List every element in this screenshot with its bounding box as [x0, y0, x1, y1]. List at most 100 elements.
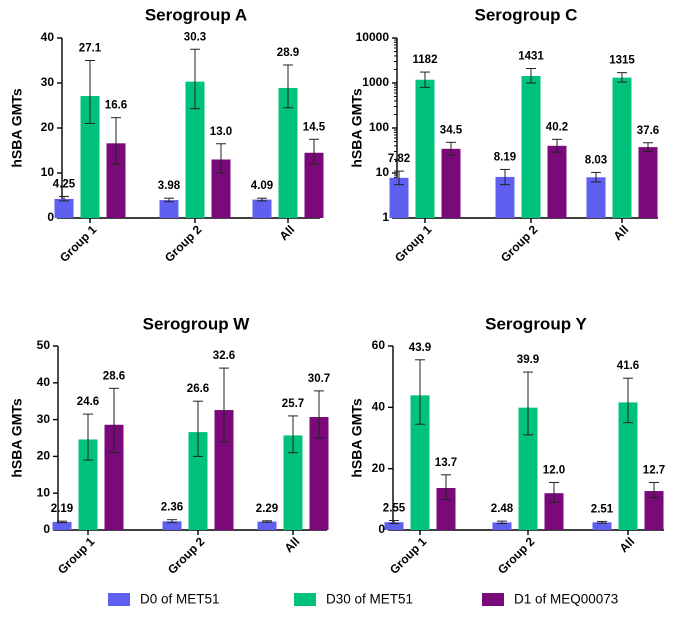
bar-d1-1	[214, 410, 234, 530]
bar-d0-2	[586, 177, 606, 218]
bar-d1-0	[104, 424, 124, 530]
data-label: 12.7	[643, 464, 665, 476]
bar-d0-1	[492, 522, 512, 530]
data-label: 1315	[609, 55, 635, 67]
bar-d1-2	[304, 152, 324, 218]
legend-swatch-d1	[482, 593, 504, 606]
bar-d30-0	[410, 395, 430, 530]
data-label: 39.9	[517, 354, 539, 366]
y-tick-label: 0	[378, 522, 385, 536]
bar-d0-1	[159, 200, 179, 218]
data-label: 34.5	[440, 124, 463, 136]
x-tick-label: All	[611, 222, 632, 243]
data-label: 4.09	[251, 180, 273, 192]
y-tick-label: 10	[41, 165, 55, 179]
y-tick-label: 40	[37, 375, 51, 389]
bar-d1-0	[441, 148, 461, 218]
data-label: 26.6	[187, 383, 209, 395]
bar-d30-1	[185, 81, 205, 219]
x-tick-label: Group 2	[495, 534, 538, 577]
legend-label-d1: D1 of MEQ00073	[514, 592, 618, 607]
y-tick-label: 50	[37, 338, 51, 352]
chart-panel-0: Serogroup A hSBA GMTs 0 10 20 30 40 4.25 27.1 16.…	[9, 5, 326, 264]
y-tick-label: 1	[382, 210, 389, 224]
y-tick-label: 30	[41, 75, 55, 89]
data-label: 1182	[413, 54, 438, 66]
bar-d0-0	[389, 177, 409, 218]
data-label: 2.51	[591, 503, 614, 515]
x-tick-label: Group 2	[162, 222, 205, 265]
data-label: 27.1	[79, 43, 102, 55]
data-label: 16.6	[105, 100, 127, 112]
y-tick-label: 1000	[362, 75, 389, 89]
x-tick-label: Group 1	[392, 222, 435, 265]
bar-d0-2	[252, 199, 272, 218]
bar-d0-1	[495, 176, 515, 218]
bar-d30-2	[612, 77, 632, 218]
y-tick-label: 0	[47, 210, 54, 224]
x-tick-label: All	[617, 534, 638, 555]
bar-d30-1	[521, 75, 541, 218]
x-tick-label: All	[277, 222, 298, 243]
y-tick-label: 20	[41, 120, 55, 134]
chart-title: Serogroup Y	[485, 314, 587, 333]
y-tick-label: 60	[372, 338, 386, 352]
data-label: 12.0	[543, 464, 565, 476]
data-label: 8.03	[585, 154, 607, 166]
bar-d30-2	[618, 402, 638, 530]
y-tick-label: 10000	[356, 30, 390, 44]
data-label: 8.19	[494, 151, 516, 163]
bar-d0-0	[52, 521, 72, 530]
bar-d1-2	[644, 491, 664, 530]
y-tick-label: 0	[43, 522, 50, 536]
data-label: 2.19	[51, 503, 73, 515]
chart-title: Serogroup W	[143, 314, 251, 333]
data-label: 25.7	[282, 398, 304, 410]
chart-panel-2: Serogroup W hSBA GMTs 0 10 20 30 40 50 2.19 24.6 2…	[9, 314, 330, 576]
chart-panel-1: Serogroup C hSBA GMTs 1 10 100 1000 10000 7.82 1…	[349, 5, 659, 264]
bar-d1-1	[211, 159, 231, 218]
bar-d1-2	[638, 147, 658, 218]
bar-d30-0	[415, 79, 435, 219]
data-label: 13.7	[435, 457, 457, 469]
x-tick-label: Group 2	[165, 534, 208, 577]
legend-label-d30: D30 of MET51	[326, 592, 413, 607]
y-tick-label: 20	[37, 449, 51, 463]
y-axis-label: hSBA GMTs	[9, 398, 25, 478]
x-tick-label: Group 1	[55, 534, 98, 577]
data-label: 3.98	[158, 180, 181, 192]
data-label: 43.9	[409, 342, 431, 354]
bar-d30-0	[80, 96, 100, 218]
data-label: 4.25	[53, 178, 76, 190]
bar-d1-2	[309, 417, 329, 530]
data-label: 2.55	[383, 502, 406, 514]
y-tick-label: 40	[372, 400, 386, 414]
legend-label-d0: D0 of MET51	[140, 592, 220, 607]
data-label: 37.6	[637, 125, 659, 137]
chart-title: Serogroup C	[475, 5, 578, 24]
data-label: 28.6	[103, 370, 125, 382]
bar-d0-0	[54, 198, 74, 218]
data-label: 2.36	[161, 502, 183, 514]
x-tick-label: Group 1	[387, 534, 430, 577]
bar-d0-2	[257, 521, 277, 530]
y-tick-label: 40	[41, 30, 55, 44]
y-axis-label: hSBA GMTs	[349, 88, 365, 168]
y-tick-label: 20	[372, 461, 386, 475]
data-label: 2.48	[491, 503, 514, 515]
data-label: 32.6	[213, 350, 235, 362]
y-tick-label: 30	[37, 412, 51, 426]
y-tick-label: 10	[37, 485, 51, 499]
data-label: 30.3	[184, 31, 206, 43]
bar-d0-1	[162, 521, 182, 530]
data-label: 13.0	[210, 126, 232, 138]
bar-d1-0	[436, 487, 456, 530]
data-label: 28.9	[277, 47, 299, 59]
data-label: 7.82	[388, 153, 410, 165]
data-label: 2.29	[256, 503, 278, 515]
chart-panel-3: Serogroup Y hSBA GMTs 0 20 40 60 2.55 43.9 13.7 G…	[349, 314, 665, 576]
legend: D0 of MET51 D30 of MET51 D1 of MEQ00073	[108, 592, 618, 607]
bar-d30-1	[518, 407, 538, 530]
bar-d1-0	[106, 143, 126, 218]
data-label: 24.6	[77, 396, 99, 408]
